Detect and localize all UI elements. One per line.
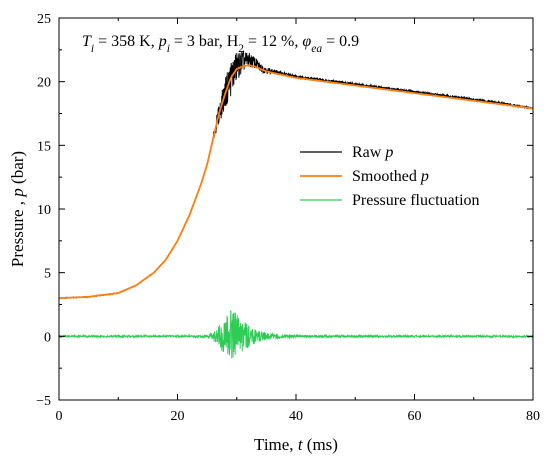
y-tick-label: 15: [37, 139, 51, 154]
y-tick-label: 0: [44, 330, 51, 345]
x-tick-label: 60: [408, 409, 422, 424]
y-tick-label: −5: [36, 394, 51, 409]
x-tick-label: 20: [171, 409, 185, 424]
axes: 0 20 40 60 80 −5 0 5 10 15 20 25 Time, t (ms) Pressur…: [8, 12, 540, 454]
y-tick-label: 5: [44, 267, 51, 282]
legend-label: Smoothed p: [352, 168, 429, 185]
series-raw-p: [58, 50, 534, 300]
x-tick-label: 0: [56, 409, 63, 424]
legend-label: Raw p: [352, 144, 393, 161]
legend: Raw p Smoothed p Pressure fluctuation: [300, 144, 480, 209]
y-tick-label: 20: [37, 76, 51, 91]
y-tick-label: 25: [37, 12, 51, 27]
series-pressure-fluctuation: [58, 310, 534, 359]
y-tick-label: 10: [37, 203, 51, 218]
annotation: Ti = 358 K, pi = 3 bar, H2 = 12 %, φea =…: [82, 33, 359, 55]
x-tick-label: 40: [289, 409, 303, 424]
legend-label: Pressure fluctuation: [352, 192, 480, 209]
series-smoothed-p: [58, 64, 534, 300]
y-axis-label: Pressure , p (bar): [8, 151, 27, 267]
series-layer: [58, 50, 534, 359]
condition-annotation: Ti = 358 K, pi = 3 bar, H2 = 12 %, φea =…: [82, 33, 359, 55]
x-axis-label: Time, t (ms): [254, 435, 338, 454]
x-tick-label: 80: [526, 409, 540, 424]
